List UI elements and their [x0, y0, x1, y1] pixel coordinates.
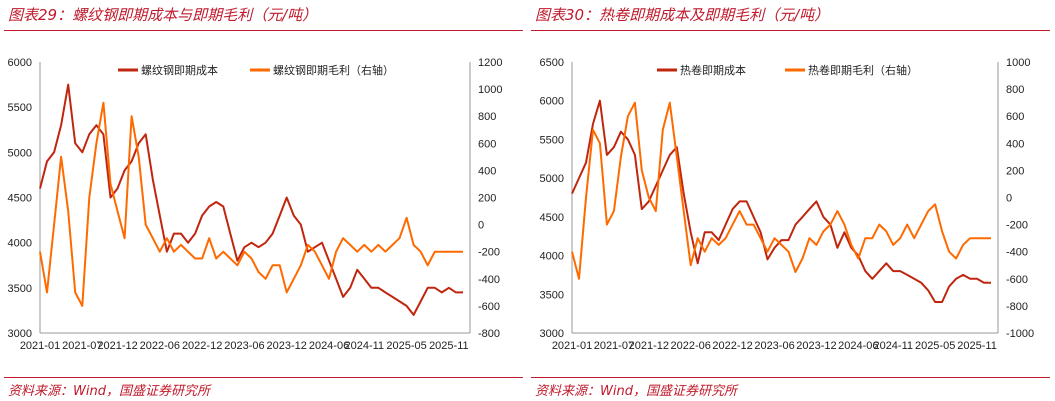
y-right-tick-label: 600: [478, 138, 496, 150]
y-left-tick-label: 5500: [540, 134, 564, 146]
y-left-tick-label: 3500: [540, 289, 564, 301]
x-tick-label: 2021-01: [552, 340, 592, 352]
y-right-tick-label: 400: [1006, 138, 1024, 150]
title-divider: [531, 30, 1050, 31]
y-left-tick-label: 3000: [8, 328, 32, 340]
x-tick-label: 2023-12: [267, 340, 307, 352]
title-divider: [4, 30, 523, 31]
y-right-tick-label: -600: [1006, 274, 1028, 286]
y-right-tick-label: -800: [478, 328, 500, 340]
y-right-tick-label: 800: [1006, 84, 1024, 96]
y-left-tick-label: 5000: [8, 147, 32, 159]
source-note: 资料来源：Wind，国盛证券研究所: [8, 384, 210, 399]
chart-title: 图表29：螺纹钢即期成本与即期毛利（元/吨）: [8, 6, 318, 24]
y-right-tick-label: 200: [1006, 165, 1024, 177]
x-tick-label: 2025-05: [915, 340, 955, 352]
legend-label: 热卷即期毛利（右轴）: [808, 63, 918, 77]
x-tick-label: 2022-06: [671, 340, 711, 352]
series-line-cost: [39, 83, 463, 316]
y-right-tick-label: 1000: [1006, 57, 1030, 69]
x-tick-label: 2023-12: [796, 340, 836, 352]
series-line-margin: [571, 101, 991, 280]
legend-label: 螺纹钢即期毛利（右轴）: [273, 63, 394, 77]
y-right-tick-label: -400: [1006, 247, 1028, 259]
y-left-tick-label: 6500: [540, 57, 564, 69]
x-tick-label: 2022-06: [140, 340, 180, 352]
y-left-tick-label: 6000: [8, 57, 32, 69]
x-tick-label: 2025-11: [429, 340, 469, 352]
source-note: 资料来源：Wind，国盛证券研究所: [535, 384, 737, 399]
x-tick-label: 2021-12: [97, 340, 137, 352]
x-tick-label: 2023-06: [754, 340, 794, 352]
y-right-tick-label: 0: [478, 220, 484, 232]
legend-label: 螺纹钢即期成本: [141, 63, 218, 77]
y-right-tick-label: 800: [478, 111, 496, 123]
chart-hrc: 30003500400045005000550060006500-1000-80…: [540, 57, 1035, 352]
y-left-tick-label: 5500: [8, 102, 32, 114]
x-tick-label: 2021-01: [20, 340, 60, 352]
y-left-tick-label: 4500: [8, 193, 32, 205]
legend-label: 热卷即期成本: [680, 63, 746, 77]
y-right-tick-label: -600: [478, 301, 500, 313]
chart-panel-30: 图表30：热卷即期成本及即期毛利（元/吨） 3000 3500 4000 4500 50…: [527, 0, 1054, 401]
y-right-tick-label: 400: [478, 165, 496, 177]
series-line-cost: [571, 99, 991, 303]
x-tick-label: 2021-12: [629, 340, 669, 352]
x-tick-label: 2024-11: [873, 340, 913, 352]
y-right-tick-label: -200: [1006, 220, 1028, 232]
x-tick-label: 2022-12: [182, 340, 222, 352]
y-left-tick-label: 4000: [540, 251, 564, 263]
x-tick-label: 2023-06: [224, 340, 264, 352]
x-tick-label: 2025-11: [957, 340, 997, 352]
chart-panel-29: 图表29：螺纹钢即期成本与即期毛利（元/吨） 3000 3500 4000 4500 5…: [0, 0, 527, 401]
y-right-tick-label: -1000: [1006, 328, 1034, 340]
x-tick-label: 2021-07: [594, 340, 634, 352]
y-right-tick-label: 200: [478, 193, 496, 205]
y-right-tick-label: -400: [478, 274, 500, 286]
y-left-tick-label: 5000: [540, 173, 564, 185]
y-left-tick-label: 4000: [8, 238, 32, 250]
x-tick-label: 2024-06: [838, 340, 878, 352]
y-right-tick-label: 1000: [478, 84, 502, 96]
y-left-tick-label: 6000: [540, 96, 564, 108]
chart-title: 图表30：热卷即期成本及即期毛利（元/吨）: [535, 6, 830, 24]
series-line-margin: [39, 101, 463, 307]
y-left-tick-label: 3000: [540, 328, 564, 340]
chart-rebar: 3000350040004500500055006000-800-600-400…: [8, 57, 503, 352]
x-tick-label: 2021-07: [62, 340, 102, 352]
y-right-tick-label: -200: [478, 247, 500, 259]
x-tick-label: 2024-11: [344, 340, 384, 352]
x-tick-label: 2024-06: [309, 340, 349, 352]
y-right-tick-label: 600: [1006, 111, 1024, 123]
y-right-tick-label: 1200: [478, 57, 502, 69]
y-right-tick-label: -800: [1006, 301, 1028, 313]
source-divider: [531, 377, 1050, 378]
x-tick-label: 2025-05: [386, 340, 426, 352]
source-divider: [4, 377, 523, 378]
x-tick-label: 2022-12: [712, 340, 752, 352]
y-right-tick-label: 0: [1006, 193, 1012, 205]
y-left-tick-label: 3500: [8, 283, 32, 295]
y-left-tick-label: 4500: [540, 212, 564, 224]
